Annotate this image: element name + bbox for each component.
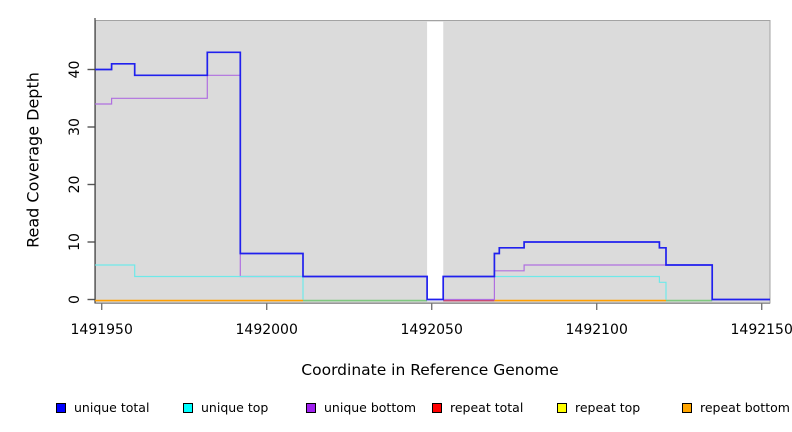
legend-swatch-unique-bottom [306,403,316,413]
legend-item-repeat-top: repeat top [557,401,640,415]
legend-item-unique-top: unique top [183,401,268,415]
legend-swatch-repeat-bottom [682,403,692,413]
series-line-unique-total [95,51,770,301]
y-tick-label: 0 [67,295,83,304]
legend-item-unique-bottom: unique bottom [306,401,416,415]
x-axis-title: Coordinate in Reference Genome [301,361,559,379]
legend-label: unique total [74,400,150,415]
y-tick-label: 30 [67,118,83,136]
legend-swatch-repeat-total [432,403,442,413]
x-tick-label: 1492000 [236,322,298,338]
legend-label: repeat bottom [700,400,790,415]
legend-swatch-unique-top [183,403,193,413]
x-tick-label: 1492100 [566,322,628,338]
y-tick-label: 10 [67,233,83,251]
legend-label: unique top [201,400,269,415]
legend-item-repeat-bottom: repeat bottom [682,401,790,415]
legend-swatch-unique-total [56,403,66,413]
x-tick-label: 1492050 [401,322,463,338]
y-tick-label: 20 [67,176,83,194]
legend-swatch-repeat-top [557,403,567,413]
coverage-gap-band [427,21,444,302]
series-line-unique-top [95,264,304,300]
legend-item-repeat-total: repeat total [432,401,523,415]
x-tick-label: 1492150 [731,322,792,338]
legend-item-unique-total: unique total [56,401,149,415]
y-tick-label: 40 [67,61,83,79]
legend-label: repeat top [575,400,641,415]
x-tick-label: 1491950 [71,322,133,338]
legend-label: unique bottom [324,400,417,415]
y-axis-title: Read Coverage Depth [23,72,43,248]
legend-label: repeat total [450,400,524,415]
